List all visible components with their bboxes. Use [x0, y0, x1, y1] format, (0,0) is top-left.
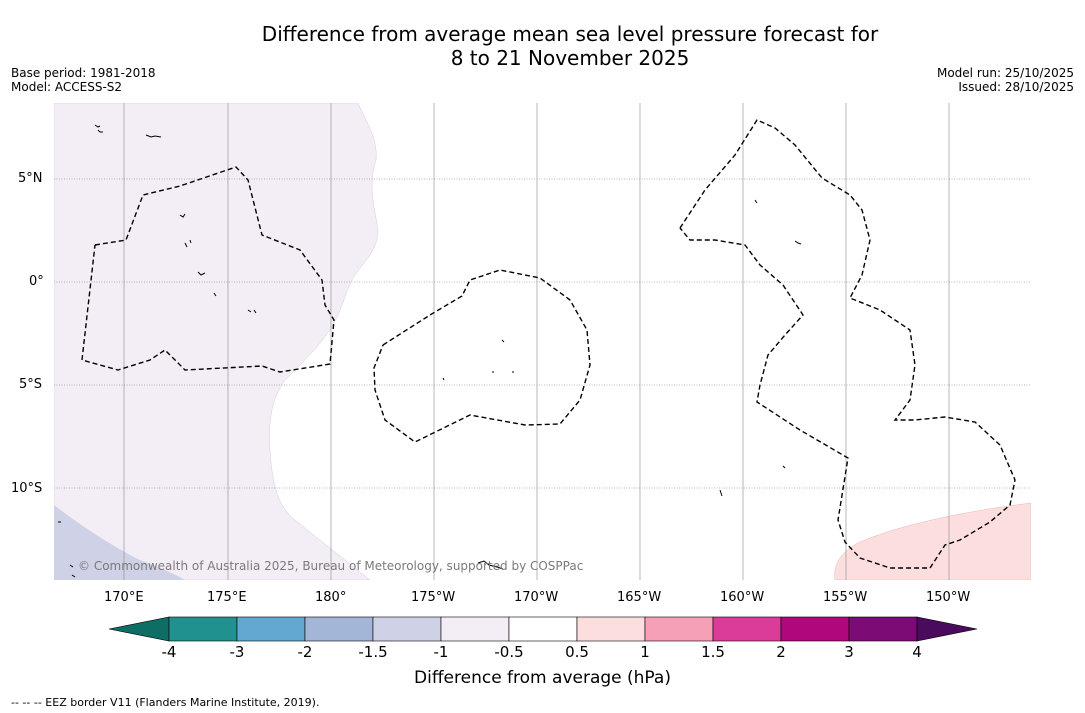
anomaly-band-minus15	[54, 505, 185, 580]
eez-phoenix	[373, 269, 591, 443]
model-run: Model run: 25/10/2025	[936, 66, 1074, 80]
colorbar-tick-label: -1	[433, 643, 449, 661]
colorbar-extend-high	[916, 616, 978, 642]
island-tuvalu	[58, 521, 76, 578]
island-samoa	[477, 560, 504, 570]
lon-label-150w: 150°W	[926, 590, 971, 605]
colorbar-bin	[304, 616, 374, 642]
island-marshall-2	[145, 134, 162, 138]
colorbar-bin	[780, 616, 850, 642]
colorbar-tick-label: -4	[161, 643, 177, 661]
colorbar-extend-low	[108, 616, 170, 642]
lat-label-0: 0°	[29, 274, 44, 289]
colorbar-bin	[168, 616, 238, 642]
colorbar-bin	[644, 616, 714, 642]
island-kiribati-group	[179, 213, 257, 314]
meta-left: Base period: 1981-2018 Model: ACCESS-S2	[11, 66, 156, 94]
colorbar-tick-label: 4	[912, 643, 922, 661]
model-name: Model: ACCESS-S2	[11, 80, 123, 94]
meta-right: Model run: 25/10/2025 Issued: 28/10/2025	[937, 66, 1074, 94]
map-title: Difference from average mean sea level p…	[0, 22, 1085, 70]
island-phoenix-group	[442, 339, 514, 381]
colorbar-tick-label: -3	[229, 643, 245, 661]
colorbar-tick-label: 1	[640, 643, 650, 661]
lat-label-10s: 10°S	[11, 481, 43, 496]
island-small-1	[719, 489, 723, 497]
colorbar-tick-label: 2	[776, 643, 786, 661]
map-fields	[54, 103, 1031, 580]
meridians	[123, 103, 950, 580]
colorbar-tick-label: -0.5	[494, 643, 524, 661]
base-period: Base period: 1981-2018	[11, 66, 156, 80]
islands	[58, 124, 802, 578]
colorbar-tick-label: 0.5	[565, 643, 589, 661]
colorbar-bin	[372, 616, 442, 642]
title-line-2: 8 to 21 November 2025	[450, 46, 690, 70]
lon-label-160w: 160°W	[720, 590, 765, 605]
island-line-group	[754, 199, 802, 469]
lon-label-155w: 155°W	[823, 590, 868, 605]
lat-label-5s: 5°S	[19, 377, 43, 392]
eez-borders	[81, 119, 1016, 569]
colorbar-bin	[508, 616, 578, 642]
eez-legend-note: -- -- -- EEZ border V11 (Flanders Marine…	[11, 696, 320, 709]
colorbar-tick-label: 1.5	[701, 643, 725, 661]
title-line-1: Difference from average mean sea level p…	[261, 22, 879, 46]
colorbar-bin	[712, 616, 782, 642]
issued-date: Issued: 28/10/2025	[958, 80, 1074, 94]
colorbar-bin	[236, 616, 306, 642]
eez-kiribati-gilberts	[81, 166, 335, 373]
colorbar-title: Difference from average (hPa)	[414, 668, 671, 688]
graticule	[54, 178, 1031, 489]
eez-line-islands	[679, 119, 1016, 569]
anomaly-band-plus1	[834, 502, 1031, 580]
colorbar-bin	[576, 616, 646, 642]
colorbar-tick-label: -1.5	[358, 643, 388, 661]
anomaly-band-minus1	[54, 103, 379, 580]
copyright-notice: © Commonwealth of Australia 2025, Bureau…	[78, 559, 584, 573]
island-marshall-1	[94, 124, 103, 133]
colorbar-tick-label: -2	[297, 643, 313, 661]
lon-label-170w: 170°W	[514, 590, 559, 605]
colorbar-tick-label: 3	[844, 643, 854, 661]
lon-label-170e: 170°E	[104, 590, 144, 605]
lat-label-5n: 5°N	[18, 171, 43, 186]
colorbar	[108, 616, 978, 642]
lon-label-180: 180°	[315, 590, 347, 605]
lon-label-175w: 175°W	[411, 590, 456, 605]
colorbar-bin	[440, 616, 510, 642]
lon-label-165w: 165°W	[617, 590, 662, 605]
lon-label-175e: 175°E	[207, 590, 247, 605]
colorbar-bin	[848, 616, 918, 642]
